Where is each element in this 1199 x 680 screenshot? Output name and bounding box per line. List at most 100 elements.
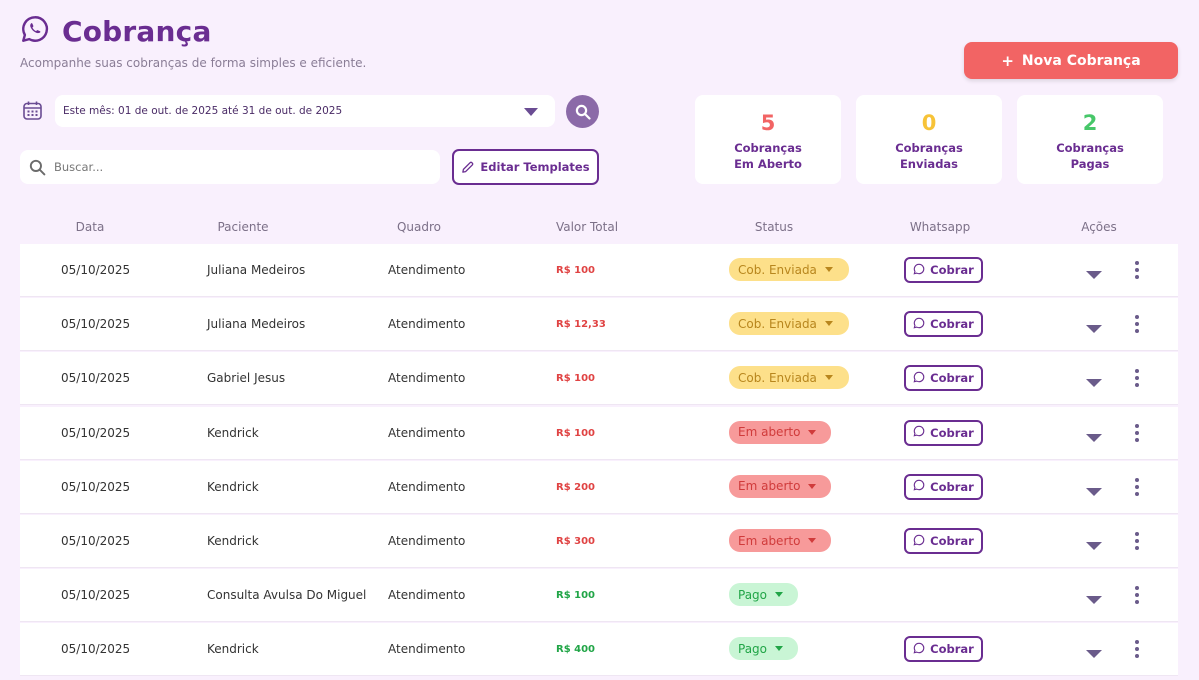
table-row[interactable]: 05/10/2025 Kendrick Atendimento R$ 300 Em ab… bbox=[20, 515, 1178, 568]
cobrar-label: Cobrar bbox=[930, 534, 974, 548]
cell-data: 05/10/2025 bbox=[61, 588, 131, 603]
cell-data: 05/10/2025 bbox=[61, 263, 131, 277]
cell-quadro: Atendimento bbox=[388, 371, 466, 386]
status-dropdown[interactable]: Cob. Enviada bbox=[729, 312, 849, 336]
chevron-down-icon bbox=[824, 267, 833, 272]
cell-valor: R$ 300 bbox=[556, 536, 596, 547]
cell-quadro: Atendimento bbox=[388, 317, 466, 332]
cell-paciente: Kendrick bbox=[207, 642, 259, 657]
more-options-icon[interactable] bbox=[1135, 315, 1139, 334]
cell-paciente: Consulta Avulsa Do Miguel bbox=[207, 588, 367, 603]
table-row[interactable]: 05/10/2025 Kendrick Atendimento R$ 200 Em ab… bbox=[20, 460, 1178, 514]
column-header-acoes: Ações bbox=[1081, 220, 1117, 234]
status-dropdown[interactable]: Pago bbox=[729, 637, 798, 661]
more-options-icon[interactable] bbox=[1135, 423, 1139, 442]
status-label: Pago bbox=[738, 587, 768, 602]
whatsapp-icon bbox=[913, 425, 925, 440]
chevron-down-icon bbox=[808, 429, 817, 435]
cell-valor: R$ 100 bbox=[556, 265, 596, 276]
whatsapp-icon bbox=[913, 371, 925, 386]
status-dropdown[interactable]: Em aberto bbox=[729, 420, 831, 444]
cobrar-button[interactable]: Cobrar bbox=[904, 528, 983, 554]
table-row[interactable]: 05/10/2025 Gabriel Jesus Atendimento R$ 100… bbox=[20, 352, 1178, 406]
cell-paciente: Kendrick bbox=[207, 425, 259, 440]
calendar-icon[interactable] bbox=[22, 100, 43, 121]
page-title: Cobrança bbox=[62, 14, 212, 48]
cobrar-label: Cobrar bbox=[930, 642, 974, 657]
status-label: Cob. Enviada bbox=[738, 370, 817, 385]
stat-label: Cobranças Pagas bbox=[1056, 141, 1124, 171]
search-button[interactable] bbox=[566, 95, 599, 128]
more-options-icon[interactable] bbox=[1135, 532, 1139, 550]
status-dropdown[interactable]: Em aberto bbox=[729, 474, 831, 498]
cell-paciente: Kendrick bbox=[207, 479, 259, 494]
stat-card-enviadas: 0 Cobranças Enviadas bbox=[856, 95, 1002, 184]
page-header: Cobrança Acompanhe suas cobranças de for… bbox=[20, 14, 367, 71]
status-dropdown[interactable]: Cob. Enviada bbox=[729, 366, 849, 390]
chevron-down-icon bbox=[808, 483, 817, 489]
more-options-icon[interactable] bbox=[1135, 369, 1139, 388]
cell-valor: R$ 100 bbox=[556, 590, 596, 602]
column-header-valor: Valor Total bbox=[555, 220, 619, 234]
expand-row-icon[interactable] bbox=[1086, 650, 1102, 659]
status-dropdown[interactable]: Em aberto bbox=[729, 529, 831, 552]
cobrar-button[interactable]: Cobrar bbox=[904, 365, 983, 392]
table-row[interactable]: 05/10/2025 Juliana Medeiros Atendimento R$ … bbox=[20, 298, 1178, 352]
chevron-down-icon bbox=[524, 108, 538, 116]
cobrar-button[interactable]: Cobrar bbox=[904, 473, 983, 500]
expand-row-icon[interactable] bbox=[1086, 596, 1102, 605]
status-label: Cob. Enviada bbox=[738, 262, 817, 277]
status-label: Em aberto bbox=[738, 479, 801, 494]
whatsapp-icon bbox=[20, 14, 50, 48]
cell-data: 05/10/2025 bbox=[61, 534, 131, 548]
expand-row-icon[interactable] bbox=[1086, 379, 1102, 388]
table-row[interactable]: 05/10/2025 Kendrick Atendimento R$ 400 Pago C… bbox=[20, 623, 1178, 677]
search-input[interactable] bbox=[54, 160, 424, 174]
status-label: Pago bbox=[738, 641, 768, 656]
cobrar-button[interactable]: Cobrar bbox=[904, 419, 983, 446]
chevron-down-icon bbox=[808, 538, 817, 543]
page-subtitle: Acompanhe suas cobranças de forma simple… bbox=[20, 56, 367, 70]
status-label: Cob. Enviada bbox=[738, 316, 817, 331]
date-range-select[interactable]: Este mês: 01 de out. de 2025 até 31 de o… bbox=[55, 95, 555, 127]
whatsapp-icon bbox=[913, 642, 925, 657]
search-field[interactable] bbox=[20, 150, 440, 184]
cell-paciente: Juliana Medeiros bbox=[207, 317, 306, 332]
more-options-icon[interactable] bbox=[1135, 477, 1139, 496]
expand-row-icon[interactable] bbox=[1086, 542, 1102, 550]
expand-row-icon[interactable] bbox=[1086, 433, 1102, 442]
cobrar-button[interactable]: Cobrar bbox=[904, 311, 983, 338]
more-options-icon[interactable] bbox=[1135, 261, 1139, 279]
column-header-data: Data bbox=[75, 220, 105, 234]
table-row[interactable]: 05/10/2025 Kendrick Atendimento R$ 100 Em ab… bbox=[20, 406, 1178, 460]
cell-data: 05/10/2025 bbox=[61, 371, 131, 386]
table-row[interactable]: 05/10/2025 Juliana Medeiros Atendimento R$ … bbox=[20, 244, 1178, 297]
cell-quadro: Atendimento bbox=[388, 263, 466, 277]
cobrar-button[interactable]: Cobrar bbox=[904, 257, 983, 283]
status-dropdown[interactable]: Pago bbox=[729, 583, 798, 607]
new-charge-button[interactable]: + Nova Cobrança bbox=[964, 42, 1178, 79]
table-row[interactable]: 05/10/2025 Consulta Avulsa Do Miguel Atend… bbox=[20, 569, 1178, 623]
cobrar-button[interactable]: Cobrar bbox=[904, 636, 983, 663]
cell-valor: R$ 400 bbox=[556, 644, 596, 656]
cell-valor: R$ 100 bbox=[556, 427, 596, 439]
edit-templates-button[interactable]: Editar Templates bbox=[452, 149, 599, 185]
more-options-icon[interactable] bbox=[1135, 586, 1139, 605]
cell-valor: R$ 100 bbox=[556, 373, 596, 385]
new-charge-label: Nova Cobrança bbox=[1021, 52, 1141, 69]
cell-quadro: Atendimento bbox=[388, 479, 466, 494]
column-header-status: Status bbox=[754, 220, 794, 234]
cell-paciente: Kendrick bbox=[207, 534, 259, 548]
status-dropdown[interactable]: Cob. Enviada bbox=[729, 258, 849, 281]
cobrar-label: Cobrar bbox=[930, 371, 974, 386]
whatsapp-icon bbox=[913, 479, 925, 494]
expand-row-icon[interactable] bbox=[1086, 487, 1102, 496]
expand-row-icon[interactable] bbox=[1086, 271, 1102, 279]
cobrar-label: Cobrar bbox=[930, 479, 974, 494]
more-options-icon[interactable] bbox=[1135, 640, 1139, 659]
cell-quadro: Atendimento bbox=[388, 425, 466, 440]
cobrar-label: Cobrar bbox=[930, 425, 974, 440]
cell-quadro: Atendimento bbox=[388, 534, 466, 548]
expand-row-icon[interactable] bbox=[1086, 325, 1102, 334]
cell-quadro: Atendimento bbox=[388, 588, 466, 603]
